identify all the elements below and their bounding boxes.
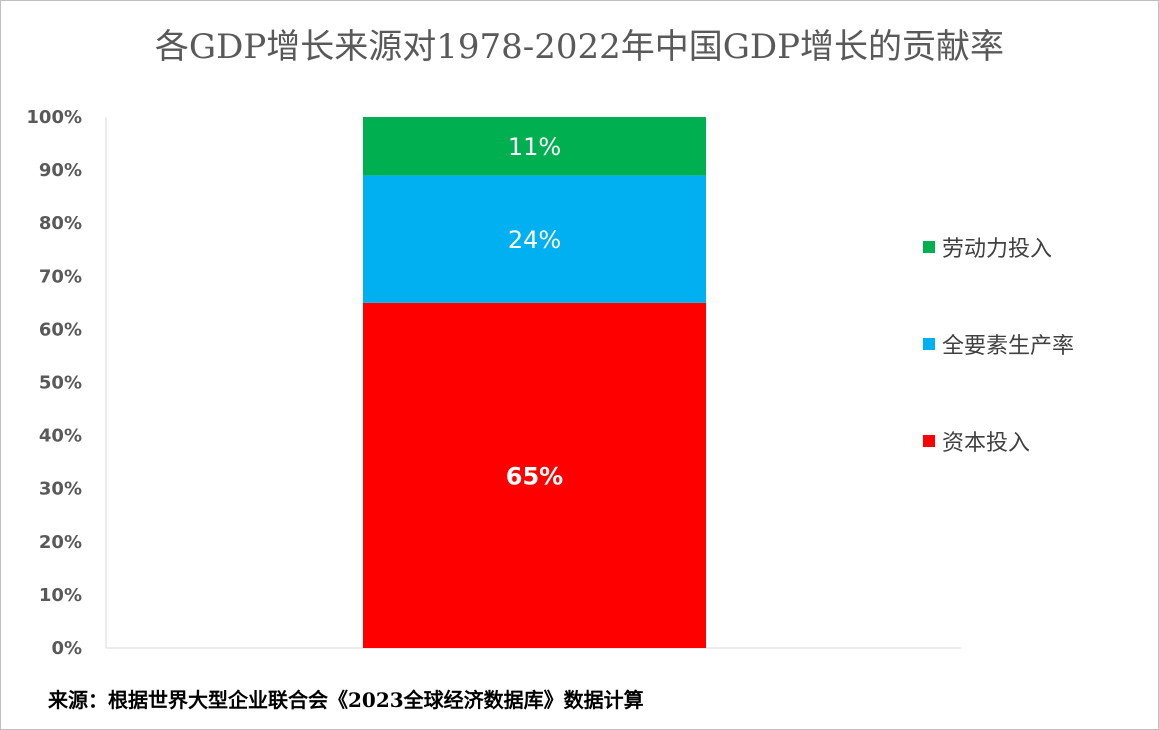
y-tick-label: 100% (26, 107, 82, 128)
legend-label: 全要素生产率 (942, 334, 1075, 359)
y-tick-label: 30% (39, 479, 82, 500)
y-tick-label: 60% (39, 319, 82, 340)
data-label: 11% (508, 133, 561, 161)
legend-label: 资本投入 (942, 431, 1031, 456)
chart-title: 各GDP增长来源对1978-2022年中国GDP增长的贡献率 (154, 27, 1005, 67)
legend-item: 资本投入 (923, 425, 1030, 457)
y-tick-label: 90% (39, 160, 82, 181)
y-tick-label: 40% (39, 426, 82, 447)
legend-swatch (923, 241, 935, 253)
legend-swatch (923, 435, 935, 447)
legend-item: 劳动力投入 (923, 231, 1052, 263)
legend-item: 全要素生产率 (923, 328, 1074, 360)
legend-label: 劳动力投入 (942, 237, 1053, 262)
legend-swatch (923, 338, 935, 350)
y-tick-label: 70% (39, 266, 82, 287)
bar-segment (363, 302, 706, 648)
data-label: 24% (508, 226, 561, 254)
bar-segment (363, 175, 706, 303)
y-tick-label: 0% (51, 638, 82, 659)
source-note: 来源：根据世界大型企业联合会《2023全球经济数据库》数据计算 (48, 688, 644, 712)
bar-segment (363, 117, 706, 176)
y-tick-label: 50% (39, 373, 82, 394)
y-tick-label: 80% (39, 213, 82, 234)
y-tick-label: 10% (39, 585, 82, 606)
y-tick-label: 20% (39, 532, 82, 553)
data-label: 65% (506, 462, 563, 490)
